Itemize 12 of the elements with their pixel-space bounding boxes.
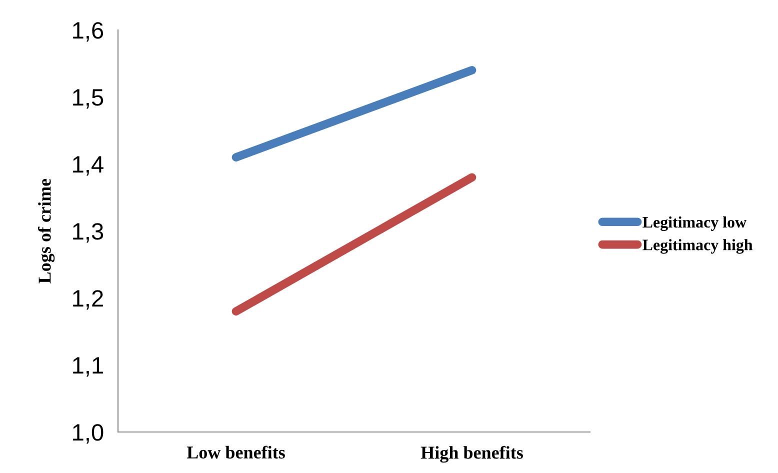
y-tick-label: 1,6 [73,22,104,42]
y-tick-label: 1,2 [73,290,103,310]
y-tick-label: 1,3 [73,223,104,243]
legend-label: Legitimacy low [642,216,746,232]
y-axis-title: Logs of crime [38,178,55,284]
y-tick-label: 1,5 [73,89,104,109]
x-tick-label: High benefits [420,446,523,463]
y-tick-label: 1,1 [73,357,103,377]
x-tick-label: Low benefits [186,446,285,459]
legend-label: Legitimacy high [642,239,753,254]
y-tick-label: 1,4 [73,156,104,176]
y-tick-label: 1,0 [73,424,104,444]
